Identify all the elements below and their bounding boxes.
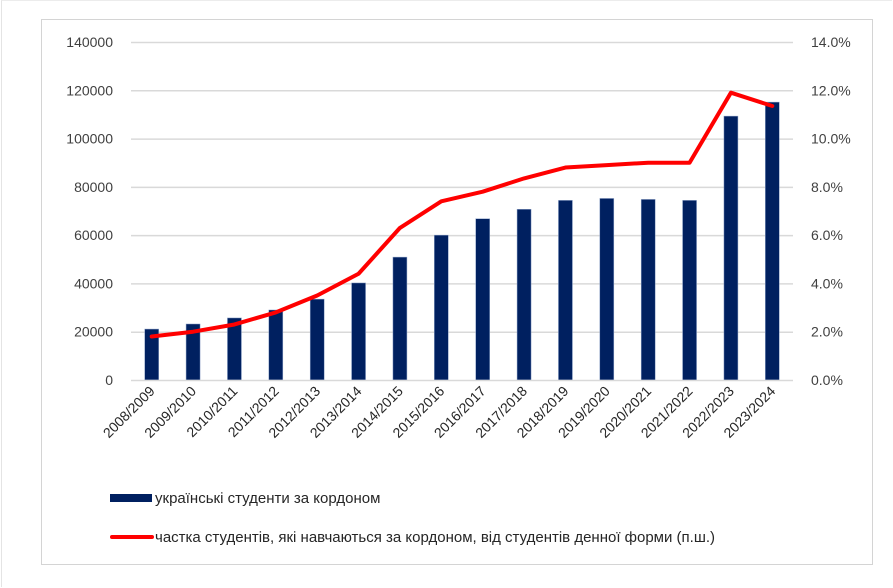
y2-tick-label: 4.0% [811,275,843,291]
bar [558,200,573,381]
bar [268,309,284,381]
y-tick-label: 60000 [74,227,113,243]
y2-tick-label: 12.0% [811,82,851,98]
legend-bar-label: українські студенти за кордоном [155,490,380,507]
bar-series [144,101,780,381]
y-tick-label: 20000 [74,324,113,340]
bar [516,209,532,381]
bar [475,218,490,381]
bar [599,198,615,381]
y-tick-label: 80000 [74,179,113,195]
y2-tick-label: 0.0% [811,372,843,388]
bar [351,282,366,381]
bar [640,199,656,381]
y2-tick-label: 8.0% [811,179,843,195]
bar [392,256,408,381]
bar [309,298,325,381]
legend-bar-swatch [110,494,152,502]
y-tick-label: 120000 [66,82,113,98]
bar [434,234,449,381]
y-tick-label: 40000 [74,275,113,291]
bar [765,101,780,381]
left-axis-ticks: 0 20000 40000 60000 80000 100000 120000 140000 [66,34,113,388]
y2-tick-label: 6.0% [811,227,843,243]
y2-tick-label: 10.0% [811,131,851,147]
y2-tick-label: 14.0% [811,34,851,50]
line-series [149,90,775,339]
y-tick-label: 0 [105,372,113,388]
legend-line-label: частка студентів, які навчаються за корд… [155,529,715,546]
bar [682,200,697,381]
y2-tick-label: 2.0% [811,324,843,340]
bar [723,115,739,381]
right-axis-ticks: 0.0% 2.0% 4.0% 6.0% 8.0% 10.0% 12.0% 14.0% [811,34,851,388]
legend: українські студенти за кордоном частка с… [110,490,715,546]
y-tick-label: 100000 [66,131,113,147]
y-tick-label: 140000 [66,34,113,50]
x-axis-ticks: 2008/20092009/20102010/20112011/20122012… [100,383,779,441]
